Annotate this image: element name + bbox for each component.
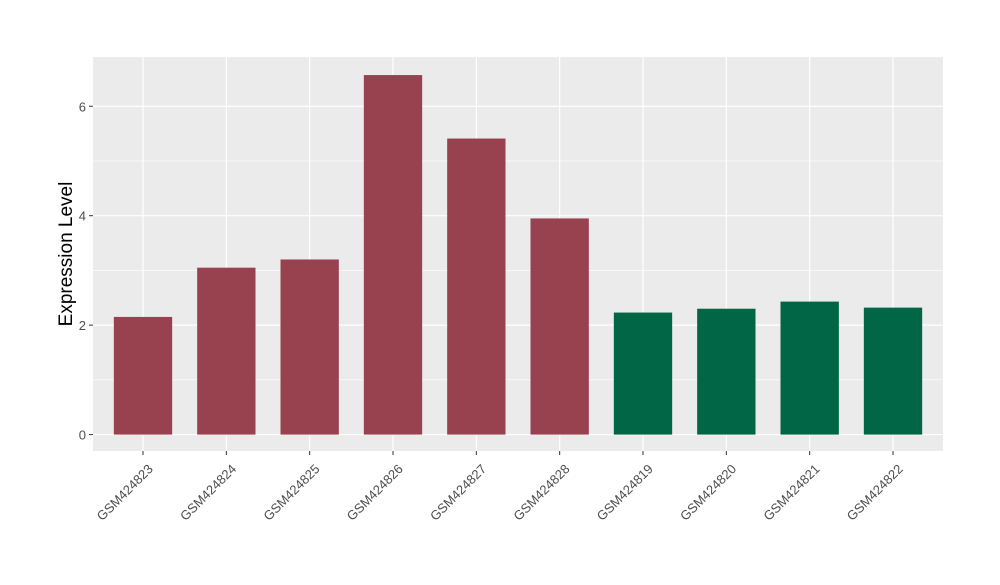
bar-GSM424826 (363, 75, 423, 435)
bar-GSM424828 (530, 218, 589, 435)
bar-GSM424822 (863, 307, 923, 435)
x-tick-label: GSM424825 (260, 461, 322, 523)
x-tick-label: GSM424819 (594, 461, 656, 523)
y-axis-label: Expression Level (56, 182, 77, 327)
x-tick-label: GSM424826 (344, 461, 406, 523)
bar-GSM424825 (280, 259, 339, 435)
y-tick-label: 4 (79, 209, 86, 224)
y-tick-label: 0 (79, 428, 86, 443)
bars (113, 75, 923, 435)
x-tick-label: GSM424821 (760, 461, 822, 523)
bar-GSM424821 (780, 301, 839, 435)
x-tick-label: GSM424820 (677, 461, 739, 523)
x-tick-label: GSM424824 (177, 461, 239, 523)
bar-GSM424823 (113, 316, 173, 435)
x-tick-label: GSM424827 (427, 461, 489, 523)
bar-GSM424827 (447, 138, 506, 435)
x-tick-label: GSM424823 (94, 461, 156, 523)
y-tick-label: 2 (79, 318, 86, 333)
y-tick-label: 6 (79, 99, 86, 114)
x-tick-label: GSM424822 (844, 461, 906, 523)
x-axis: GSM424823 GSM424824 GSM424825 GSM424826 GSM4… (94, 451, 906, 524)
x-tick-label: GSM424828 (510, 461, 572, 523)
bar-GSM424819 (613, 312, 673, 435)
y-axis: 0 2 4 6 (79, 99, 93, 443)
bar-GSM424820 (697, 308, 756, 435)
bar-GSM424824 (197, 267, 256, 435)
